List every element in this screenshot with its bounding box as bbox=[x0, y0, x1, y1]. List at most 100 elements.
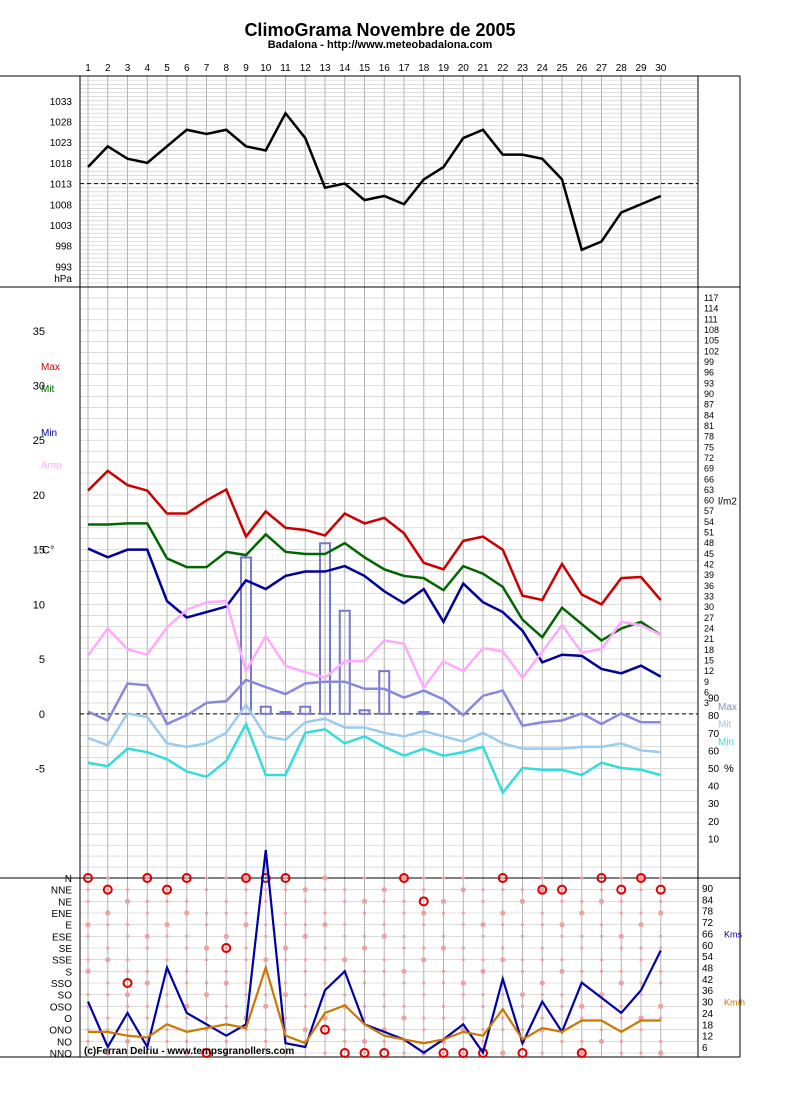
pressure-tick-label: 998 bbox=[55, 242, 72, 253]
wind-direction-dot bbox=[481, 1028, 485, 1032]
wind-direction-dot bbox=[145, 1016, 149, 1020]
wind-direction-dot bbox=[362, 969, 367, 973]
rain-unit-label: l/m2 bbox=[718, 497, 737, 508]
wind-direction-label: E bbox=[65, 921, 72, 932]
wind-direction-dot bbox=[145, 1051, 149, 1055]
wind-dominant-marker bbox=[359, 1048, 370, 1058]
wind-direction-dot bbox=[362, 1016, 367, 1020]
wind-direction-dot bbox=[124, 992, 131, 998]
wind-dominant-marker bbox=[418, 896, 429, 907]
wind-direction-dot bbox=[422, 993, 426, 997]
wind-direction-dot bbox=[224, 1039, 228, 1043]
day-label: 5 bbox=[164, 63, 170, 74]
humidity-tick-label: 90 bbox=[708, 694, 720, 705]
wind-dominant-marker bbox=[122, 978, 133, 988]
wind-direction-dot bbox=[283, 876, 288, 880]
wind-direction-dot bbox=[224, 911, 228, 915]
wind-direction-dot bbox=[659, 899, 663, 903]
wind-direction-dot bbox=[658, 910, 664, 916]
wind-direction-dot bbox=[125, 958, 130, 962]
wind-direction-dot bbox=[520, 888, 525, 892]
wind-direction-dot bbox=[481, 958, 485, 962]
wind-dominant-marker bbox=[241, 873, 251, 883]
day-label: 17 bbox=[398, 63, 410, 74]
wind-direction-dot bbox=[204, 958, 209, 962]
wind-direction-dot bbox=[323, 1051, 327, 1055]
wind-dominant-marker bbox=[655, 884, 666, 895]
temperature-tick-label: 30 bbox=[33, 381, 45, 393]
wind-direction-dot bbox=[323, 1028, 327, 1032]
wind-direction-dot bbox=[264, 888, 268, 892]
wind-direction-dot bbox=[619, 876, 623, 880]
wind-direction-dot bbox=[639, 946, 643, 950]
wind-direction-dot bbox=[559, 968, 565, 974]
wind-direction-dot bbox=[125, 923, 130, 927]
temperature-tick-label: 10 bbox=[33, 599, 45, 611]
wind-direction-dot bbox=[165, 934, 169, 938]
wind-direction-dot bbox=[520, 923, 525, 927]
wind-direction-dot bbox=[619, 1016, 623, 1020]
wind-direction-dot bbox=[500, 957, 506, 963]
wind-direction-label: ENE bbox=[51, 909, 72, 920]
wind-direction-label: SE bbox=[59, 944, 73, 955]
wind-direction-label: SSO bbox=[51, 979, 72, 990]
wind-direction-dot bbox=[441, 969, 446, 973]
wind-direction-dot bbox=[501, 1016, 505, 1020]
day-label: 26 bbox=[576, 63, 588, 74]
humidity-tick-label: 60 bbox=[708, 746, 720, 757]
wind-dominant-marker bbox=[162, 884, 172, 895]
wind-direction-dot bbox=[520, 969, 525, 973]
wind-direction-label: N bbox=[65, 874, 72, 885]
wind-direction-dot bbox=[560, 888, 564, 892]
day-label: 24 bbox=[537, 63, 549, 74]
wind-direction-dot bbox=[421, 910, 427, 916]
wind-direction-dot bbox=[361, 898, 368, 904]
wind-direction-dot bbox=[520, 934, 525, 938]
wind-direction-dot bbox=[560, 958, 564, 962]
wind-direction-dot bbox=[560, 934, 564, 938]
rain-tick-label: 45 bbox=[704, 549, 714, 559]
wind-speed-tick-label: 66 bbox=[702, 929, 714, 940]
wind-direction-dot bbox=[283, 1016, 288, 1020]
wind-direction-dot bbox=[440, 898, 447, 904]
wind-direction-dot bbox=[343, 888, 347, 892]
day-label: 14 bbox=[339, 63, 351, 74]
wind-direction-dot bbox=[539, 887, 545, 893]
wind-direction-dot bbox=[381, 887, 387, 893]
wind-direction-dot bbox=[481, 899, 485, 903]
wind-direction-dot bbox=[106, 1016, 110, 1020]
wind-direction-dot bbox=[638, 1015, 644, 1021]
rain-tick-label: 9 bbox=[704, 677, 709, 687]
wind-direction-dot bbox=[639, 993, 643, 997]
wind-direction-dot bbox=[520, 958, 525, 962]
wind-direction-dot bbox=[264, 993, 268, 997]
wind-direction-dot bbox=[599, 888, 604, 892]
wind-direction-dot bbox=[402, 1004, 406, 1008]
wind-direction-dot bbox=[224, 1051, 228, 1055]
rain-tick-label: 66 bbox=[704, 474, 714, 484]
wind-direction-dot bbox=[599, 958, 604, 962]
wind-dominant-marker bbox=[221, 943, 232, 953]
rain-tick-label: 102 bbox=[704, 346, 719, 356]
wind-dominant-marker bbox=[280, 873, 291, 883]
wind-direction-dot bbox=[599, 1004, 604, 1008]
rain-tick-label: 39 bbox=[704, 570, 714, 580]
wind-direction-label: OSO bbox=[50, 1002, 72, 1013]
wind-direction-dot bbox=[618, 980, 624, 986]
wind-direction-dot bbox=[224, 876, 228, 880]
rain-tick-label: 51 bbox=[704, 528, 714, 538]
rain-tick-label: 27 bbox=[704, 613, 714, 623]
humidity-tick-label: 20 bbox=[708, 817, 720, 828]
wind-direction-dot bbox=[580, 1039, 584, 1043]
wind-direction-dot bbox=[125, 934, 130, 938]
humidity-tick-label: 10 bbox=[708, 834, 720, 845]
wind-direction-dot bbox=[539, 980, 545, 986]
day-label: 9 bbox=[243, 63, 249, 74]
wind-direction-dot bbox=[144, 980, 150, 986]
grid-lines bbox=[80, 76, 698, 1057]
wind-direction-label: NNE bbox=[51, 886, 72, 897]
wind-direction-dot bbox=[145, 946, 149, 950]
wind-direction-dot bbox=[125, 888, 130, 892]
wind-speed-tick-label: 18 bbox=[702, 1020, 714, 1031]
wind-direction-dot bbox=[382, 969, 386, 973]
